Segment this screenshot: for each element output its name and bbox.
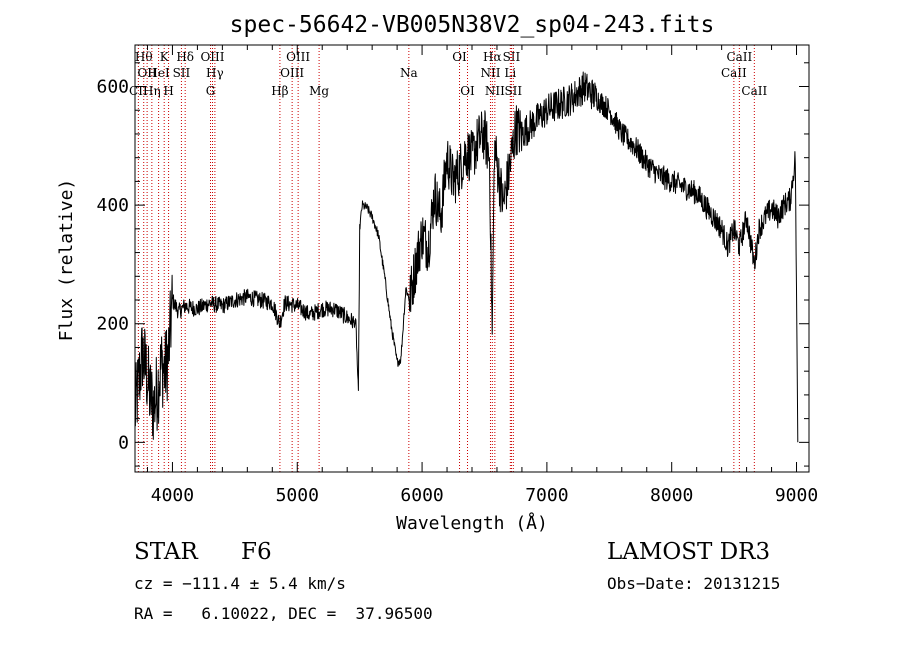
line-marker-label-27: CaII <box>741 84 767 98</box>
line-marker-label-0: CII <box>129 84 148 98</box>
line-marker-label-4: HeI <box>147 66 170 80</box>
line-marker-label-15: Mg <box>309 84 329 98</box>
line-marker-label-11: Hγ <box>206 66 224 80</box>
x-tick-label: 4000 <box>151 485 194 506</box>
line-marker-label-14: OIII <box>286 50 310 64</box>
chart-title: spec-56642-VB005N38V2_sp04-243.fits <box>230 12 715 38</box>
x-tick-label: 8000 <box>650 485 693 506</box>
line-marker-label-18: OI <box>460 84 475 98</box>
obs-date: Obs−Date: 20131215 <box>607 574 781 593</box>
y-tick-label: 600 <box>96 77 129 98</box>
line-marker-label-23: SII <box>503 50 521 64</box>
line-marker-label-13: OIII <box>280 66 304 80</box>
line-marker-label-12: Hβ <box>271 84 288 98</box>
y-tick-label: 0 <box>118 432 129 453</box>
line-marker-label-26: CaII <box>726 50 752 64</box>
spectrum-chart: spec-56642-VB005N38V2_sp04-243.fits CIIH… <box>56 12 818 534</box>
y-axis-label: Flux (relative) <box>56 179 77 342</box>
line-marker-label-5: K <box>160 50 170 64</box>
line-marker-label-19: NII <box>480 66 500 80</box>
y-tick-label: 400 <box>96 195 129 216</box>
redshift-readout: cz = −111.4 ± 5.4 km/s <box>134 574 346 593</box>
line-marker-label-7: SII <box>173 66 191 80</box>
line-marker-label-10: OIII <box>200 50 224 64</box>
line-marker-label-9: G <box>206 84 216 98</box>
object-class: STAR <box>134 539 198 565</box>
line-marker-label-25: CaII <box>721 66 747 80</box>
plot-frame <box>134 44 810 473</box>
spectrum-line <box>134 71 799 443</box>
spectrum-series <box>134 71 799 443</box>
line-marker-label-20: Hα <box>483 50 502 64</box>
x-tick-label: 7000 <box>525 485 568 506</box>
line-marker-label-6: H <box>163 84 173 98</box>
line-marker-label-24: SII <box>504 84 522 98</box>
x-tick-label: 6000 <box>400 485 443 506</box>
x-tick-label: 9000 <box>775 485 818 506</box>
line-marker-label-17: OI <box>452 50 467 64</box>
line-marker-label-1: Hθ <box>135 50 153 64</box>
object-subclass: F6 <box>241 539 272 565</box>
line-marker-label-16: Na <box>400 66 418 80</box>
x-tick-label: 5000 <box>276 485 319 506</box>
line-marker-label-3: Hη <box>143 84 161 98</box>
line-marker-label-8: Hδ <box>176 50 194 64</box>
survey-name: LAMOST DR3 <box>607 539 771 565</box>
coordinates: RA = 6.10022, DEC = 37.96500 <box>134 604 433 623</box>
x-axis: 4000 5000 6000 7000 8000 9000 <box>146 45 818 506</box>
line-markers: CIIHθOIIHηHeIKHSIIHδGOIIIHγHβOIIIOIIIMgN… <box>129 45 767 472</box>
line-marker-label-22: Li <box>504 66 516 80</box>
y-tick-label: 200 <box>96 314 129 335</box>
line-marker-label-21: NII <box>485 84 505 98</box>
y-axis: 0 200 400 600 <box>96 62 809 467</box>
x-axis-label: Wavelength (Å) <box>396 512 548 534</box>
